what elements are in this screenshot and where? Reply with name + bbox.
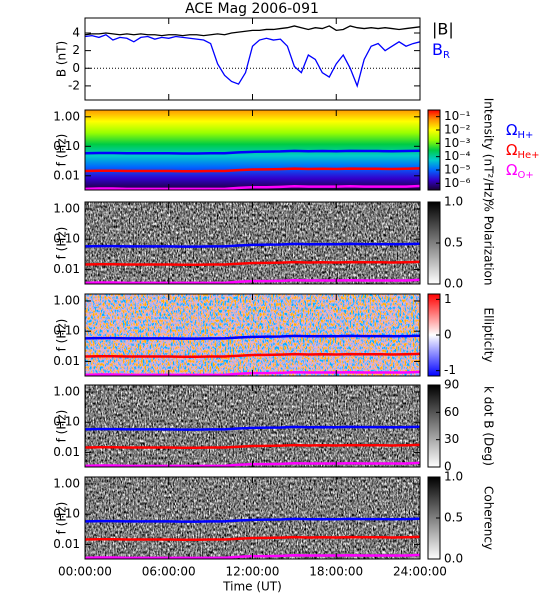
cyclotron-line xyxy=(84,352,421,358)
colorbar-label: % Polarization xyxy=(482,201,496,286)
series-line xyxy=(84,25,421,37)
y-axis-label: B (nT) xyxy=(55,41,69,77)
y-tick-label: 0.10 xyxy=(53,232,80,246)
cyclotron-line xyxy=(84,334,421,340)
colorbar-label: Coherency xyxy=(482,486,496,550)
cyclotron-line xyxy=(84,149,421,155)
colorbar xyxy=(427,384,441,468)
chart-title: ACE Mag 2006-091 xyxy=(185,1,319,17)
y-tick-label: 0.10 xyxy=(53,415,80,429)
y-tick-label: 0.01 xyxy=(53,537,80,551)
y-axis-label: f (Hz) xyxy=(55,227,69,260)
colorbar-tick-label: 0.0 xyxy=(444,277,463,291)
y-tick-label: 2 xyxy=(72,43,80,57)
colorbar-tick-label: 10⁻⁵ xyxy=(444,163,471,177)
y-tick-label: 0.10 xyxy=(53,324,80,338)
y-tick-label: 4 xyxy=(72,25,80,39)
y-axis-label: f (Hz) xyxy=(55,502,69,535)
y-tick-label: 1.00 xyxy=(53,201,80,215)
colorbar-tick-label: 10⁻² xyxy=(444,123,471,137)
y-tick-label: 0.01 xyxy=(53,354,80,368)
cyclotron-line xyxy=(84,443,421,449)
y-tick-label: -2 xyxy=(68,78,80,92)
colorbar-tick-label: 10⁻⁴ xyxy=(444,149,471,163)
y-tick-label: 1.00 xyxy=(53,293,80,307)
cyclotron-line xyxy=(84,517,421,523)
legend-label: ΩH+ xyxy=(506,121,533,142)
x-tick-label: 12:00:00 xyxy=(226,565,280,579)
y-tick-label: 1.00 xyxy=(53,109,80,123)
x-tick-label: 24:00:00 xyxy=(393,565,447,579)
x-tick-label: 18:00:00 xyxy=(309,565,363,579)
y-axis-label: f (Hz) xyxy=(55,319,69,352)
legend-label: ΩO+ xyxy=(506,161,534,182)
series-line xyxy=(84,34,421,88)
colorbar-tick-label: 0 xyxy=(444,460,452,474)
cyclotron-line xyxy=(84,535,421,541)
y-tick-label: 1.00 xyxy=(53,476,80,490)
colorbar-tick-label: 10⁻⁶ xyxy=(444,176,471,190)
colorbar-tick-label: 30 xyxy=(444,432,459,446)
legend-label: |B| xyxy=(432,20,454,39)
x-axis-label: Time (UT) xyxy=(222,580,282,594)
colorbar-tick-label: 1.0 xyxy=(444,195,463,209)
cyclotron-line xyxy=(84,260,421,266)
colorbar xyxy=(427,109,441,191)
y-tick-label: 0.01 xyxy=(53,262,80,276)
x-tick-label: 00:00:00 xyxy=(58,565,112,579)
colorbar-tick-label: 0.5 xyxy=(444,511,463,525)
y-tick-label: 1.00 xyxy=(53,384,80,398)
colorbar-label: Ellipticity xyxy=(482,308,496,363)
y-tick-label: 0.10 xyxy=(53,507,80,521)
colorbar-tick-label: 10⁻³ xyxy=(444,136,471,150)
colorbar-tick-label: 0.0 xyxy=(444,552,463,566)
cyclotron-line xyxy=(84,167,421,173)
y-axis-label: f (Hz) xyxy=(55,134,69,167)
colorbar-tick-label: 10⁻¹ xyxy=(444,109,471,123)
colorbar-tick-label: 0.5 xyxy=(444,236,463,250)
legend-label: BR xyxy=(432,40,450,62)
colorbar-tick-label: 60 xyxy=(444,405,459,419)
y-axis-label: f (Hz) xyxy=(55,410,69,443)
colorbar-label: Intensity (nT²/Hz) xyxy=(482,98,496,203)
cyclotron-line xyxy=(84,242,421,248)
colorbar-tick-label: -1 xyxy=(444,363,456,377)
y-tick-label: 0.01 xyxy=(53,168,80,182)
y-tick-label: 0.01 xyxy=(53,445,80,459)
colorbar-tick-label: 0 xyxy=(444,328,452,342)
x-tick-label: 06:00:00 xyxy=(142,565,196,579)
colorbar-tick-label: 1.0 xyxy=(444,470,463,484)
y-tick-label: 0 xyxy=(72,61,80,75)
cyclotron-line xyxy=(84,425,421,431)
colorbar-tick-label: 1 xyxy=(444,292,452,306)
y-tick-label: 0.10 xyxy=(53,139,80,153)
colorbar-tick-label: 90 xyxy=(444,378,459,392)
colorbar-label: k dot B (Deg) xyxy=(482,386,496,466)
legend-label: ΩHe+ xyxy=(506,141,540,162)
